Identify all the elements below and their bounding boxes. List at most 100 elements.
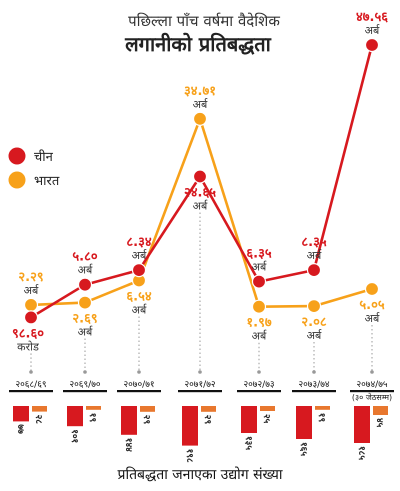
india-point xyxy=(77,295,93,310)
china-point xyxy=(306,263,322,278)
guide-dot xyxy=(29,370,33,374)
india-count-label: २८ xyxy=(33,415,43,425)
industry-count-bars: ७७ २८ १०१ १९ १४४ २९ १९८ २९ १३५ २५ १६५ १९ १८५ ४५ xyxy=(13,406,388,463)
china-unit-label: अर्ब xyxy=(132,249,148,262)
x-tick-label: २०६९/७० xyxy=(69,380,100,390)
china-count-bar xyxy=(296,406,312,439)
india-point xyxy=(251,299,267,314)
x-tick-underline xyxy=(117,390,161,393)
india-value-label: ३४.७१ xyxy=(184,84,216,99)
x-tick-note: (३० जेठसम्म) xyxy=(352,392,392,402)
india-count-bar xyxy=(32,406,47,412)
china-unit-label: अर्ब xyxy=(193,200,209,213)
india-point xyxy=(364,281,380,297)
india-count-bar xyxy=(140,406,155,412)
industry-count-title: प्रतिबद्धता जनाएका उद्योग संख्या xyxy=(117,466,282,483)
china-count-label: १३५ xyxy=(243,436,253,450)
india-point xyxy=(23,297,39,312)
x-tick-label: २०६८/६९ xyxy=(15,380,46,390)
india-count-bar xyxy=(315,406,330,410)
india-count-label: २९ xyxy=(202,415,212,425)
x-tick-label: २०७०/७१ xyxy=(123,380,154,390)
india-unit-label: अर्ब xyxy=(193,98,209,111)
china-unit-label: अर्ब xyxy=(307,249,323,262)
india-value-label: ५.०५ xyxy=(359,298,384,313)
data-labels: ९८.६०करोड५.८०अर्ब८.३४अर्ब२४.६५अर्ब६.३५अर… xyxy=(12,10,388,353)
x-tick-underline xyxy=(350,390,394,393)
india-value-label: २.०८ xyxy=(301,315,326,330)
china-count-label: ७७ xyxy=(15,424,25,434)
x-tick-underline xyxy=(237,390,281,393)
legend: चीन भारत xyxy=(8,147,60,189)
india-count-label: २९ xyxy=(141,415,151,425)
china-count-bar xyxy=(13,406,29,422)
india-unit-label: अर्ब xyxy=(78,326,94,339)
india-point xyxy=(192,111,208,126)
india-count-bar xyxy=(201,406,216,412)
chart-title-line1: पछिल्ला पाँच वर्षमा वैदेशिक xyxy=(128,12,280,30)
china-unit-label: करोड xyxy=(17,340,39,353)
china-unit-label: अर्ब xyxy=(365,24,381,37)
china-unit-label: अर्ब xyxy=(78,264,94,277)
india-count-bar xyxy=(86,406,101,410)
india-unit-label: अर्ब xyxy=(307,329,323,342)
china-point xyxy=(364,37,380,53)
legend-india-label: भारत xyxy=(34,174,60,189)
china-value-label: ८.३५ xyxy=(301,235,326,250)
guide-dot xyxy=(198,370,202,374)
x-tick-underline xyxy=(9,390,53,393)
x-tick-label: २०७३/७४ xyxy=(298,380,329,390)
legend-india-marker xyxy=(8,171,26,189)
india-unit-label: अर्ब xyxy=(252,330,268,343)
china-point xyxy=(23,310,39,325)
india-value-label: २.६९ xyxy=(72,312,97,327)
china-value-label: ४७.५६ xyxy=(356,10,388,25)
china-point xyxy=(77,277,93,292)
india-count-label: १९ xyxy=(316,413,326,423)
china-count-bar xyxy=(354,406,370,443)
x-tick-label: २०७१/७२ xyxy=(184,380,215,390)
china-count-label: १४४ xyxy=(123,438,133,452)
legend-china-marker xyxy=(8,147,26,165)
x-axis-ticks: २०६८/६९ २०६९/७० २०७०/७१ २०७१/७२ २०७२/७३ २०७३/… xyxy=(9,380,394,402)
india-unit-label: अर्ब xyxy=(24,284,40,297)
china-value-label: ८.३४ xyxy=(126,235,151,250)
india-count-bar xyxy=(260,406,275,411)
chart-title-line2: लगानीको प्रतिबद्धता xyxy=(124,32,272,56)
legend-china-label: चीन xyxy=(34,149,54,165)
x-tick-underline xyxy=(178,390,222,393)
guide-dot xyxy=(83,370,87,374)
x-tick-label: २०७४/७५ xyxy=(356,380,387,390)
china-point xyxy=(251,274,267,289)
india-value-label: १.९७ xyxy=(246,316,271,331)
india-count-label: १९ xyxy=(87,413,97,423)
china-value-label: ६.३५ xyxy=(246,247,271,262)
guide-dot xyxy=(137,370,141,374)
china-point xyxy=(192,169,208,184)
china-value-label: २४.६५ xyxy=(184,186,216,201)
china-count-bar xyxy=(67,406,83,427)
india-value-label: ६.५४ xyxy=(126,290,151,305)
x-tick-underline xyxy=(292,390,336,393)
china-count-bar xyxy=(241,406,257,433)
x-tick-label: २०७२/७३ xyxy=(243,380,274,390)
china-count-label: १०१ xyxy=(69,429,79,443)
china-count-label: १६५ xyxy=(298,442,308,456)
plot-area xyxy=(23,37,380,374)
china-count-label: १८५ xyxy=(356,446,366,460)
china-point xyxy=(131,263,147,278)
india-count-label: २५ xyxy=(261,414,271,424)
india-count-bar xyxy=(373,406,388,415)
china-unit-label: अर्ब xyxy=(252,261,268,274)
china-count-bar xyxy=(182,406,198,446)
india-unit-label: अर्ब xyxy=(365,312,381,325)
china-count-label: १९८ xyxy=(184,449,194,463)
x-tick-underline xyxy=(63,390,107,393)
guide-dot xyxy=(257,370,261,374)
india-point xyxy=(306,299,322,314)
china-value-label: ५.८० xyxy=(72,250,97,265)
india-count-label: ४५ xyxy=(374,418,384,428)
india-value-label: २.२९ xyxy=(18,270,43,285)
india-unit-label: अर्ब xyxy=(132,304,148,317)
